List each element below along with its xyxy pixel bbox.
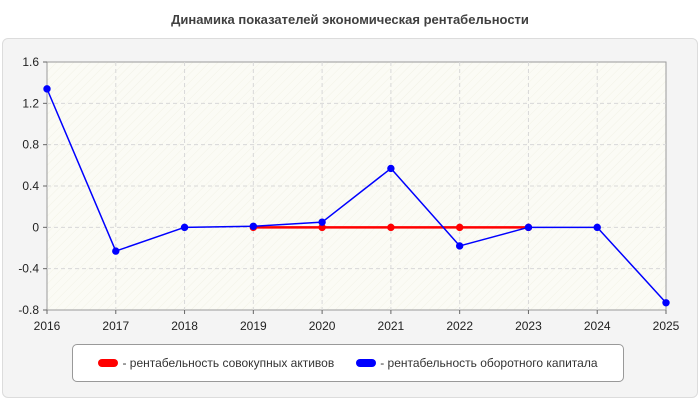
series-point-1 <box>180 223 189 232</box>
series-point-1 <box>318 218 326 226</box>
series-point-1 <box>43 85 51 93</box>
chart-title: Динамика показателей экономическая рента… <box>171 12 529 27</box>
series-point-1 <box>593 223 601 232</box>
legend-swatch-working-capital <box>356 359 377 367</box>
y-tick-label: 1.2 <box>22 96 39 110</box>
x-tick-label: 2023 <box>515 319 542 333</box>
y-tick-label: 0.8 <box>22 138 39 152</box>
legend: - рентабельность совокупных активов - ре… <box>72 344 624 382</box>
y-tick-label: -0.4 <box>18 262 39 276</box>
legend-item-assets: - рентабельность совокупных активов <box>98 356 334 370</box>
legend-swatch-assets <box>98 359 119 367</box>
x-tick-label: 2017 <box>102 319 129 333</box>
x-tick-label: 2025 <box>653 319 680 333</box>
y-tick-label: -0.8 <box>18 303 39 317</box>
x-tick-label: 2024 <box>584 319 611 333</box>
series-point-0 <box>387 223 395 232</box>
y-tick-label: 0 <box>32 220 39 234</box>
series-layer <box>43 85 670 307</box>
x-tick-label: 2018 <box>171 319 198 333</box>
x-tick-label: 2021 <box>378 319 405 333</box>
legend-label-working-capital: - рентабельность оборотного капитала <box>380 356 598 370</box>
y-tick-label: 0.4 <box>22 179 39 193</box>
axis-layer: 2016 2017 2018 2019 2020 2021 2022 2023 2024 2025… <box>18 55 679 333</box>
series-line-1 <box>46 88 667 304</box>
series-point-1 <box>524 223 533 232</box>
series-point-1 <box>455 242 464 250</box>
legend-label-assets: - рентабельность совокупных активов <box>122 356 335 370</box>
x-tick-label: 2020 <box>309 319 336 333</box>
y-tick-label: 1.6 <box>22 55 39 69</box>
series-point-1 <box>249 222 258 231</box>
legend-item-working-capital: - рентабельность оборотного капитала <box>356 356 598 370</box>
series-point-1 <box>112 247 120 255</box>
series-point-1 <box>662 299 670 307</box>
x-tick-label: 2016 <box>34 319 61 333</box>
x-tick-label: 2022 <box>446 319 473 333</box>
x-tick-label: 2019 <box>240 319 267 333</box>
series-point-0 <box>455 223 464 232</box>
series-point-1 <box>387 164 395 173</box>
